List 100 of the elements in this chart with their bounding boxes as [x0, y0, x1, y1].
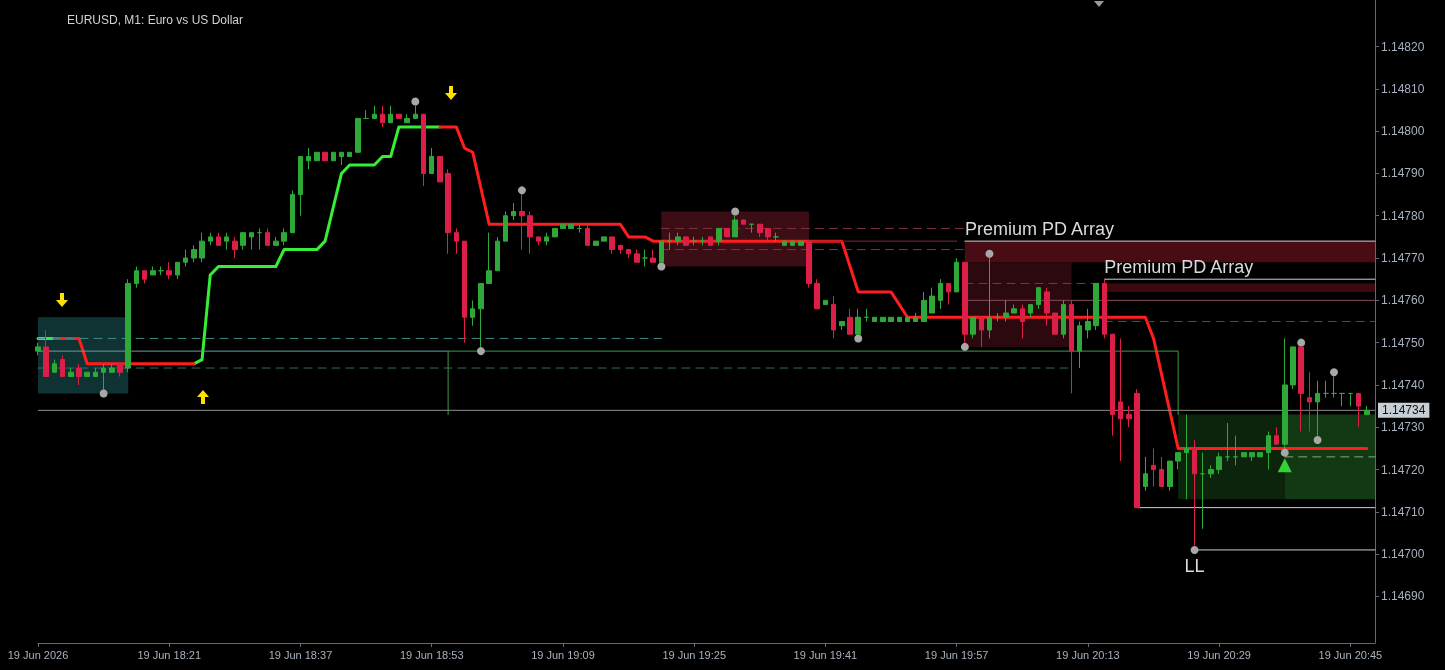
- x-tick-label: 19 Jun 18:21: [137, 648, 202, 661]
- candlestick: [855, 308, 861, 335]
- candlestick: [1052, 312, 1058, 335]
- candlestick: [478, 282, 484, 348]
- candlestick: [1151, 447, 1156, 487]
- candlestick: [208, 232, 213, 246]
- candlestick: [1348, 392, 1353, 407]
- candlestick: [642, 249, 648, 268]
- point: [731, 207, 740, 216]
- candlestick: [454, 227, 459, 255]
- candlestick: [372, 105, 377, 119]
- candlestick: [1036, 287, 1041, 310]
- candlestick: [232, 236, 238, 259]
- x-tick-label: 19 Jun 20:45: [1318, 648, 1383, 661]
- candlestick: [938, 278, 943, 310]
- candlestick: [1274, 426, 1279, 445]
- annotation: LL: [1184, 555, 1205, 576]
- candlestick: [667, 232, 672, 251]
- candlestick: [798, 240, 804, 246]
- candlestick: [486, 232, 492, 284]
- point: [1280, 448, 1289, 457]
- candlestick: [388, 105, 393, 124]
- candlestick: [1020, 304, 1025, 339]
- candlestick: [134, 266, 139, 289]
- point: [411, 97, 420, 106]
- candlestick: [60, 354, 65, 377]
- annotation: Premium PD Array: [1104, 257, 1254, 278]
- candlestick: [831, 295, 836, 339]
- candlestick: [240, 232, 246, 251]
- point: [1313, 435, 1322, 444]
- candlestick: [979, 316, 984, 348]
- candlestick: [823, 299, 828, 306]
- candlestick: [1290, 346, 1296, 390]
- candlestick: [290, 189, 295, 234]
- candlestick: [1159, 456, 1164, 487]
- candlestick: [421, 113, 426, 187]
- candlestick: [298, 156, 303, 217]
- candlestick: [527, 211, 533, 255]
- candlestick: [117, 363, 123, 377]
- candlestick: [281, 227, 287, 246]
- candlestick: [1257, 452, 1263, 458]
- candlestick: [1175, 452, 1181, 471]
- candlestick: [609, 236, 615, 255]
- candlestick: [52, 359, 57, 373]
- candlestick: [732, 215, 738, 238]
- candlestick: [166, 261, 172, 280]
- candlestick: [741, 219, 746, 225]
- point: [99, 389, 108, 398]
- candlestick: [363, 109, 369, 119]
- x-tick-label: 19 Jun 20:29: [1187, 648, 1251, 661]
- candlestick: [503, 211, 508, 242]
- candlestick: [35, 342, 41, 356]
- candlestick: [273, 236, 279, 246]
- candlestick: [1126, 405, 1132, 428]
- y-tick-label: 1.14710: [1381, 504, 1425, 519]
- point: [985, 249, 994, 258]
- candlestick: [429, 147, 434, 174]
- candlestick: [1110, 333, 1115, 437]
- candlestick: [1282, 337, 1288, 449]
- candlestick: [1044, 287, 1050, 327]
- candlestick: [929, 287, 935, 314]
- candlestick: [331, 151, 336, 162]
- candlestick: [1225, 422, 1230, 462]
- candlestick: [511, 202, 516, 221]
- candlestick: [708, 236, 713, 246]
- candlestick: [691, 236, 697, 246]
- x-tick-label: 19 Jun 20:13: [1056, 648, 1120, 661]
- candlestick: [1339, 392, 1345, 407]
- candlestick: [765, 227, 771, 242]
- y-tick-label: 1.14810: [1381, 81, 1425, 96]
- candlestick: [872, 316, 877, 322]
- candlestick: [1077, 321, 1082, 369]
- candlestick: [1307, 371, 1312, 432]
- x-tick-label: 19 Jun 19:09: [531, 648, 595, 661]
- candlestick: [1200, 452, 1205, 530]
- candlestick: [1143, 456, 1148, 492]
- candlestick: [1184, 414, 1189, 500]
- candlestick: [970, 316, 976, 339]
- point: [476, 347, 485, 356]
- point: [517, 186, 526, 195]
- y-tick-label: 1.14740: [1381, 377, 1425, 392]
- candlestick: [806, 240, 812, 289]
- candlestick: [773, 232, 779, 242]
- candlestick: [150, 266, 156, 276]
- candlestick: [782, 240, 787, 246]
- candlestick: [568, 223, 574, 229]
- candlestick: [216, 232, 221, 246]
- candlestick: [224, 232, 229, 251]
- candlestick: [445, 168, 451, 255]
- candlestick: [109, 363, 115, 373]
- candlestick: [659, 240, 664, 263]
- candlestick: [634, 249, 640, 263]
- candlestick: [322, 151, 328, 162]
- candlestick: [1233, 435, 1238, 466]
- candlestick: [93, 367, 98, 377]
- candlestick: [987, 257, 992, 339]
- candlestick: [380, 105, 385, 128]
- candlestick: [413, 105, 418, 119]
- candlestick: [404, 113, 410, 124]
- candlestick: [946, 282, 951, 306]
